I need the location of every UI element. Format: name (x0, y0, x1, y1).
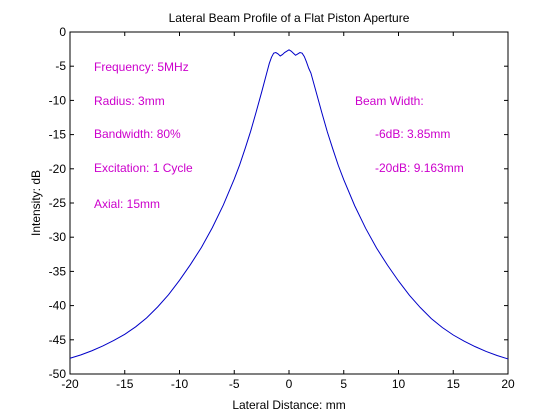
chart-title: Lateral Beam Profile of a Flat Piston Ap… (169, 11, 410, 25)
y-tick-label: -25 (49, 196, 67, 210)
y-tick-label: -50 (49, 367, 67, 381)
y-axis: 0 -5 -10 -15 -20 -25 -30 -35 -40 -45 -50 (49, 25, 508, 381)
x-tick-label: 10 (392, 377, 406, 391)
annotation-frequency: Frequency: 5MHz (94, 60, 189, 74)
x-axis: -20 -15 -10 -5 0 5 10 15 20 (61, 32, 515, 391)
y-tick-label: -15 (49, 128, 67, 142)
y-tick-label: -20 (49, 162, 67, 176)
x-tick-label: 15 (447, 377, 461, 391)
y-tick-label: -10 (49, 93, 67, 107)
x-tick-label: 0 (286, 377, 293, 391)
annotation-bandwidth: Bandwidth: 80% (94, 127, 181, 141)
y-tick-label: -5 (55, 59, 66, 73)
annotation-excitation: Excitation: 1 Cycle (94, 161, 193, 175)
annotation-beam-width: Beam Width: (355, 94, 424, 108)
y-tick-label: 0 (59, 25, 66, 39)
annotation-width-20db: -20dB: 9.163mm (375, 161, 464, 175)
x-tick-label: -5 (229, 377, 240, 391)
x-tick-label: -15 (116, 377, 134, 391)
y-tick-label: -40 (49, 299, 67, 313)
annotation-axial: Axial: 15mm (94, 197, 160, 211)
y-axis-label: Intensity: dB (29, 170, 43, 236)
beam-profile-line (69, 49, 509, 360)
x-tick-label: -10 (171, 377, 189, 391)
x-axis-label: Lateral Distance: mm (232, 398, 345, 412)
x-tick-label: 5 (340, 377, 347, 391)
x-tick-label: 20 (501, 377, 515, 391)
annotation-radius: Radius: 3mm (94, 94, 165, 108)
y-tick-label: -35 (49, 264, 67, 278)
annotation-width-6db: -6dB: 3.85mm (375, 127, 450, 141)
y-tick-label: -45 (49, 333, 67, 347)
x-tick-label: -20 (61, 377, 79, 391)
plot-area (69, 31, 509, 375)
y-tick-label: -30 (49, 230, 67, 244)
annotations: Frequency: 5MHz Radius: 3mm Bandwidth: 8… (94, 60, 464, 211)
